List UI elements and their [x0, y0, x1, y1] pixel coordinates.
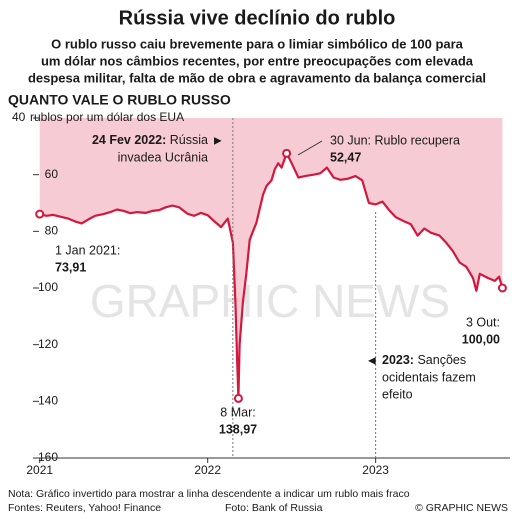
y-tick-label: 80: [45, 224, 59, 238]
x-tick-label: 2023: [362, 463, 389, 477]
point-label: 8 Mar:: [220, 405, 255, 419]
y-tick-label: 140: [38, 394, 58, 408]
y-tick-label: 160: [38, 450, 58, 464]
event-arrow: ◀: [368, 356, 376, 367]
subtitle: despesa militar, falta de mão de obra e …: [28, 70, 486, 85]
point-label: 3 Out:: [466, 315, 500, 329]
y-axis-label: rublos por um dólar dos EUA: [30, 110, 184, 124]
point-value-label: 52,47: [330, 150, 361, 164]
event-label: 2023: Sanções: [382, 353, 466, 367]
event-text: Rússia: [170, 133, 208, 147]
note: Nota: Gráfico invertido para mostrar a l…: [8, 488, 410, 500]
leader: [297, 140, 323, 156]
point-marker: [497, 283, 507, 293]
y-tick-label: 60: [45, 167, 59, 181]
event-arrow: ▶: [214, 136, 222, 147]
line: [39, 152, 504, 400]
y-tick-label: 100: [38, 280, 58, 294]
subtitle: O rublo russo caiu brevemente para o lim…: [51, 36, 464, 51]
credit: © GRAPHIC NEWS: [415, 502, 508, 514]
plot: GRAPHIC NEWS 40 60 80 100 120 140 160 rublos por…: [12, 110, 510, 477]
photo-credit: Foto: Bank of Russia: [225, 502, 323, 514]
point-marker: [233, 393, 243, 403]
area: [39, 118, 503, 399]
point-label: 1 Jan 2021:: [55, 243, 120, 257]
x-tick-label: 2021: [26, 463, 53, 477]
point-value-label: 100,00: [462, 332, 500, 346]
event-date: 24 Fev 2022:: [92, 133, 166, 147]
event-text: efeito: [382, 387, 413, 401]
y-tick-label: 120: [38, 337, 58, 351]
chart-title: Rússia vive declínio do rublo: [119, 7, 396, 29]
event-text: Sanções: [417, 353, 466, 367]
watermark: GRAPHIC NEWS: [90, 275, 450, 327]
point-marker: [282, 148, 292, 158]
subtitle: um dólar nos câmbios recentes, por entre…: [41, 53, 474, 68]
y-tick-label: 40: [12, 110, 26, 124]
event-label: 24 Fev 2022: Rússia: [92, 133, 208, 147]
event-text: ocidentais fazem: [382, 370, 476, 384]
event-text: invadea Ucrânia: [118, 150, 208, 164]
point-marker: [35, 209, 45, 219]
point-value-label: 138,97: [219, 422, 257, 436]
point-value-label: 73,91: [55, 260, 86, 274]
event-date: 2023:: [382, 353, 414, 367]
sources: Fontes: Reuters, Yahoo! Finance: [8, 502, 161, 514]
point-label: 30 Jun: Rublo recupera: [330, 133, 460, 147]
section-title: QUANTO VALE O RUBLO RUSSO: [8, 92, 231, 108]
x-tick-label: 2022: [194, 463, 221, 477]
